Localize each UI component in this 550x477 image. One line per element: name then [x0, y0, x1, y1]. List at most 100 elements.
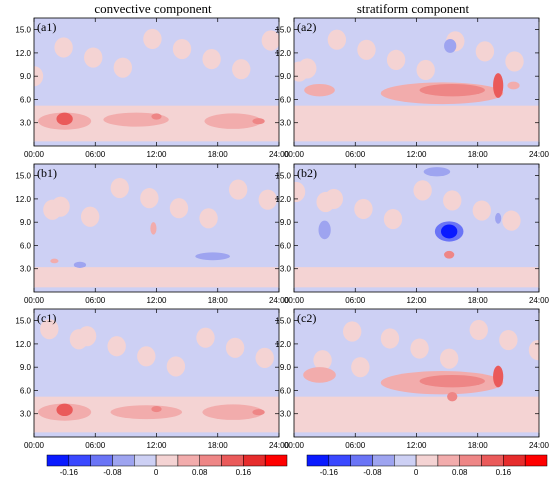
- colorbar-swatch: [46, 454, 70, 467]
- colorbar-swatch: [155, 454, 179, 467]
- colorbar-swatch: [68, 454, 91, 467]
- x-tick-label: 12:00: [406, 150, 427, 159]
- contour-patch: [169, 198, 189, 219]
- contour-region: [303, 367, 336, 383]
- colorbars: -0.16 -0.08 0 0.08 0.16 -0.16 -0.08 0 0.08 0.16: [46, 454, 548, 477]
- contour-patch: [199, 208, 218, 229]
- contour-patch: [472, 200, 492, 221]
- colorbar-swatch: [394, 454, 417, 467]
- contour-patch: [343, 321, 362, 342]
- contour-patch: [172, 38, 192, 60]
- colorbar-swatch: [503, 454, 526, 467]
- colorbar-label: 0: [154, 468, 159, 477]
- colorbar-swatch: [372, 454, 395, 467]
- contour-patch: [439, 348, 459, 369]
- column-title-convective: convective component: [94, 1, 212, 16]
- panel: (a1) 3.0 6.0 9.0 12.0 15.0 00:00 06:00 12:00 18:0…: [15, 17, 290, 159]
- x-tick-label: 18:00: [468, 150, 489, 159]
- x-tick-label: 18:00: [208, 150, 229, 159]
- colorbar-swatch: [415, 454, 439, 467]
- contour-patch: [225, 337, 245, 358]
- x-tick-label: 12:00: [406, 441, 427, 450]
- contour-region: [204, 113, 262, 129]
- contour-region: [50, 258, 59, 264]
- y-tick-label: 12.0: [15, 49, 31, 58]
- contour-region: [304, 83, 335, 97]
- contour-patch: [80, 206, 100, 227]
- contour-region: [73, 261, 87, 268]
- y-tick-label: 12.0: [275, 49, 291, 58]
- contour-patch: [69, 329, 89, 350]
- x-tick-label: 00:00: [284, 441, 305, 450]
- contour-region: [202, 404, 264, 420]
- x-tick-label: 06:00: [345, 441, 366, 450]
- colorbar-swatch: [112, 454, 135, 467]
- contour-patch: [413, 180, 432, 201]
- contour-patch: [258, 189, 277, 210]
- contour-region: [444, 38, 457, 53]
- contour-region: [447, 392, 458, 402]
- x-tick-label: 12:00: [146, 441, 167, 450]
- contour-region: [419, 83, 485, 97]
- contour-patch: [528, 340, 539, 361]
- colorbar-swatch: [524, 454, 548, 467]
- contour-patch: [166, 356, 186, 377]
- contour-patch: [443, 190, 462, 211]
- colorbar-swatch: [264, 454, 288, 467]
- colorbar-swatch: [481, 454, 504, 467]
- contour-patch: [475, 41, 495, 62]
- contour-patch: [294, 181, 306, 203]
- panel-label: (c2): [297, 311, 316, 325]
- colorbar-swatch: [459, 454, 482, 467]
- y-tick-label: 3.0: [280, 410, 292, 419]
- contour-region: [419, 374, 485, 388]
- x-tick-label: 24:00: [269, 150, 290, 159]
- contour-region: [150, 222, 157, 235]
- panel: (c1) 3.0 6.0 9.0 12.0 15.0 00:00 06:00 12:00 18:0…: [15, 308, 290, 450]
- y-tick-label: 3.0: [280, 265, 292, 274]
- y-tick-label: 9.0: [280, 363, 292, 372]
- contour-patch: [54, 37, 73, 58]
- colorbar-swatch: [328, 454, 351, 467]
- y-tick-label: 6.0: [20, 241, 32, 250]
- x-tick-label: 06:00: [85, 150, 106, 159]
- colorbar-label: 0.08: [452, 468, 468, 477]
- y-tick-label: 6.0: [280, 95, 292, 104]
- contour-region: [493, 73, 504, 98]
- contour-patch: [196, 327, 215, 348]
- x-tick-label: 12:00: [406, 296, 427, 305]
- y-tick-label: 12.0: [15, 195, 31, 204]
- colorbar-label: -0.16: [320, 468, 339, 477]
- y-tick-label: 9.0: [20, 72, 32, 81]
- contour-patch: [469, 319, 488, 341]
- colorbar-swatch: [134, 454, 157, 467]
- x-tick-label: 24:00: [529, 150, 550, 159]
- colorbar-label: 0.16: [236, 468, 252, 477]
- contour-patch: [354, 198, 373, 220]
- x-tick-label: 06:00: [345, 150, 366, 159]
- panel-label: (a1): [37, 20, 56, 34]
- contour-region: [423, 167, 451, 177]
- x-tick-label: 00:00: [284, 150, 305, 159]
- contour-region: [252, 118, 265, 125]
- y-tick-label: 3.0: [20, 265, 32, 274]
- y-tick-label: 6.0: [20, 95, 32, 104]
- low-level-band: [294, 105, 539, 142]
- contour-patch: [137, 346, 156, 367]
- y-tick-label: 15.0: [275, 26, 291, 35]
- y-tick-label: 15.0: [275, 317, 291, 326]
- x-tick-label: 00:00: [24, 150, 45, 159]
- y-tick-label: 9.0: [280, 72, 292, 81]
- y-tick-label: 3.0: [20, 410, 32, 419]
- colorbar-swatch: [177, 454, 200, 467]
- contour-patch: [380, 328, 400, 349]
- y-tick-label: 15.0: [275, 172, 291, 181]
- x-tick-label: 12:00: [146, 296, 167, 305]
- colorbar-label: 0.16: [496, 468, 512, 477]
- colorbar-swatch: [243, 454, 266, 467]
- contour-region: [252, 409, 265, 416]
- contour-patch: [410, 338, 429, 359]
- y-tick-label: 3.0: [20, 119, 32, 128]
- contour-patch: [261, 30, 279, 51]
